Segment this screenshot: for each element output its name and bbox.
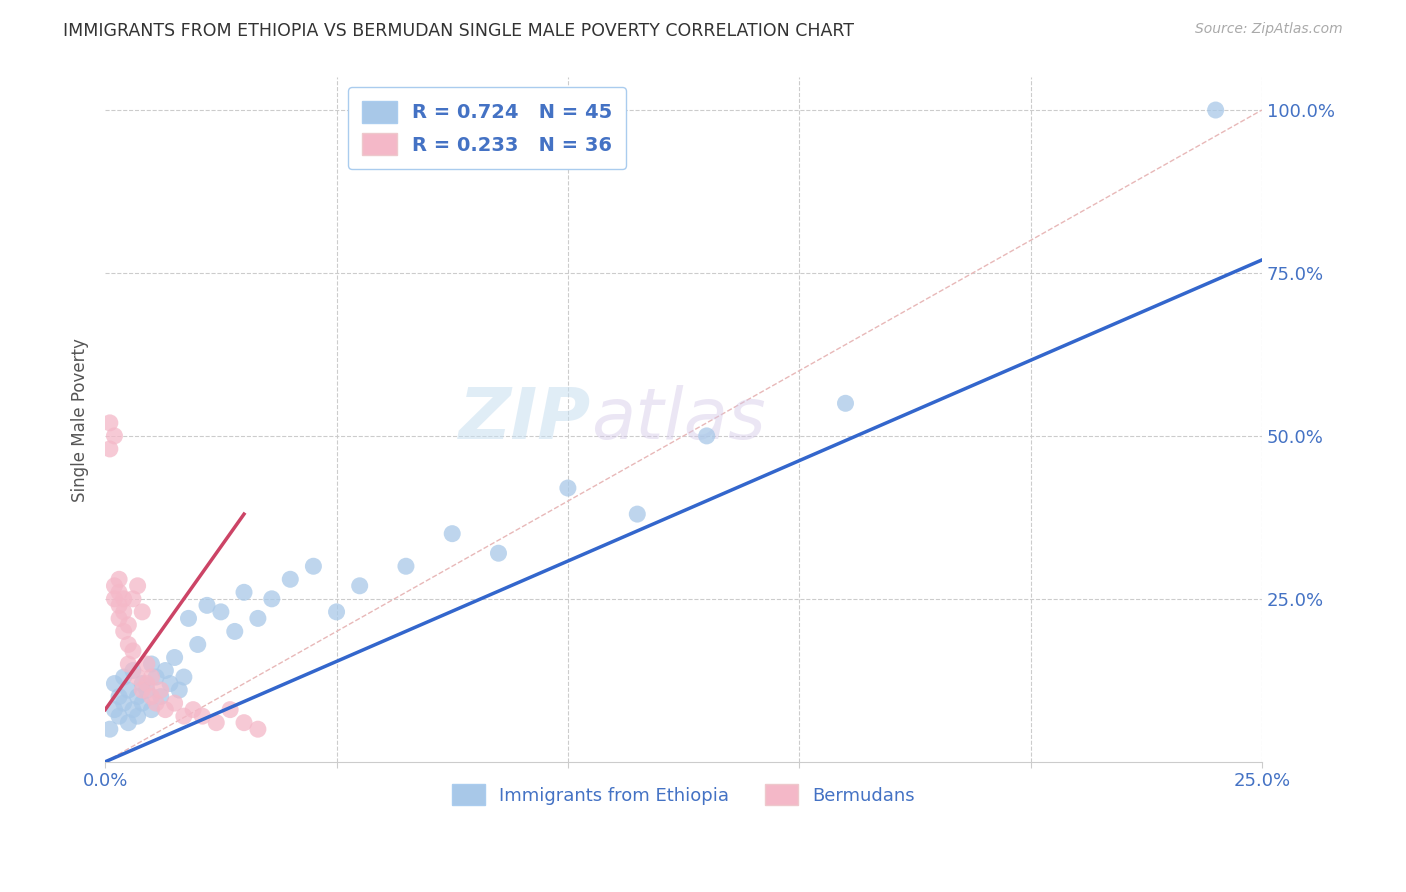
Point [112, 670, 135, 684]
Point [260, 591, 283, 606]
Point [173, 709, 195, 723]
Point [117, 637, 139, 651]
Point [141, 703, 163, 717]
Point [112, 591, 135, 606]
Point [122, 664, 145, 678]
Point [108, 585, 131, 599]
Point [1205, 103, 1227, 117]
Point [131, 683, 153, 698]
Point [626, 507, 648, 521]
Point [103, 429, 125, 443]
Point [117, 683, 139, 698]
Point [834, 396, 856, 410]
Point [127, 579, 149, 593]
Point [224, 624, 246, 639]
Y-axis label: Single Male Poverty: Single Male Poverty [72, 338, 89, 501]
Point [127, 670, 149, 684]
Point [141, 690, 163, 704]
Point [141, 670, 163, 684]
Point [103, 703, 125, 717]
Point [209, 605, 232, 619]
Point [122, 644, 145, 658]
Text: Source: ZipAtlas.com: Source: ZipAtlas.com [1195, 22, 1343, 37]
Point [145, 670, 167, 684]
Point [103, 579, 125, 593]
Text: IMMIGRANTS FROM ETHIOPIA VS BERMUDAN SINGLE MALE POVERTY CORRELATION CHART: IMMIGRANTS FROM ETHIOPIA VS BERMUDAN SIN… [63, 22, 855, 40]
Point [177, 611, 200, 625]
Point [108, 690, 131, 704]
Point [117, 715, 139, 730]
Point [488, 546, 510, 560]
Point [122, 703, 145, 717]
Point [103, 676, 125, 690]
Point [135, 683, 157, 698]
Point [163, 650, 186, 665]
Point [191, 709, 214, 723]
Point [233, 585, 256, 599]
Point [117, 618, 139, 632]
Point [163, 696, 186, 710]
Text: atlas: atlas [591, 385, 766, 454]
Point [195, 599, 218, 613]
Point [205, 715, 228, 730]
Point [98, 722, 121, 736]
Point [131, 676, 153, 690]
Point [233, 715, 256, 730]
Point [557, 481, 579, 495]
Point [122, 591, 145, 606]
Point [696, 429, 718, 443]
Point [112, 696, 135, 710]
Point [173, 670, 195, 684]
Point [349, 579, 371, 593]
Point [149, 690, 172, 704]
Point [135, 657, 157, 671]
Point [131, 696, 153, 710]
Point [187, 637, 209, 651]
Point [135, 676, 157, 690]
Point [141, 657, 163, 671]
Point [117, 657, 139, 671]
Point [246, 722, 269, 736]
Point [98, 442, 121, 456]
Point [112, 624, 135, 639]
Point [395, 559, 418, 574]
Point [108, 572, 131, 586]
Point [441, 526, 464, 541]
Point [155, 703, 177, 717]
Point [167, 683, 190, 698]
Point [159, 676, 181, 690]
Point [108, 709, 131, 723]
Point [98, 416, 121, 430]
Point [131, 605, 153, 619]
Legend: Immigrants from Ethiopia, Bermudans: Immigrants from Ethiopia, Bermudans [443, 775, 924, 814]
Point [103, 591, 125, 606]
Point [325, 605, 347, 619]
Point [278, 572, 301, 586]
Text: ZIP: ZIP [458, 385, 591, 454]
Point [127, 690, 149, 704]
Point [145, 696, 167, 710]
Point [149, 683, 172, 698]
Point [246, 611, 269, 625]
Point [127, 709, 149, 723]
Point [108, 599, 131, 613]
Point [302, 559, 325, 574]
Point [108, 611, 131, 625]
Point [155, 664, 177, 678]
Point [112, 605, 135, 619]
Point [181, 703, 204, 717]
Point [219, 703, 242, 717]
